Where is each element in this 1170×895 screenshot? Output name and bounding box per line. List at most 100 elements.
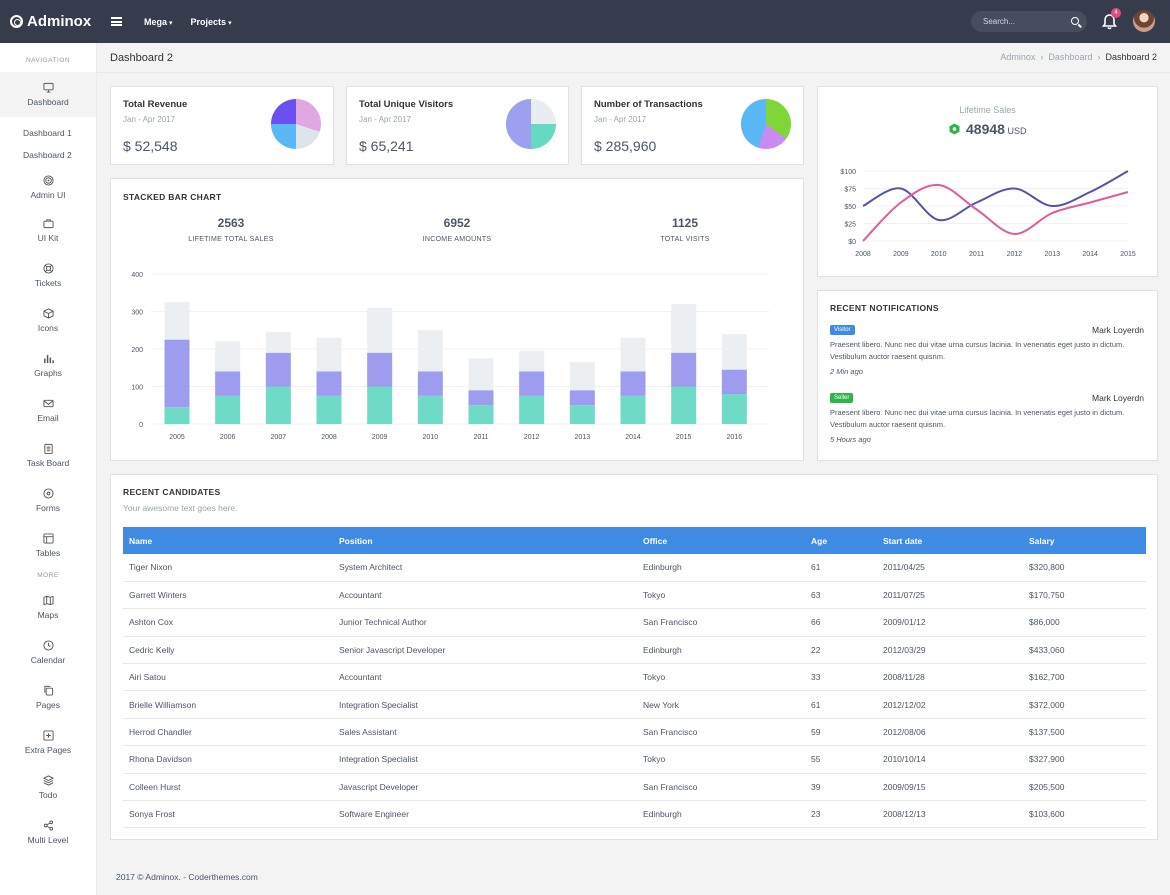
sidebar-item-label: Multi Level [27,835,69,845]
lifetime-sales-line-chart: $0 $25 $50 $75 $100 2008 2009 2010 2011 2012 2013 2… [840,169,1135,258]
lifebuoy-icon [42,263,54,274]
column-header-office[interactable]: Office [637,527,805,554]
notification-item[interactable]: Seller Mark Loyerdn Praesent libero. Nun… [830,391,1144,444]
sidebar-item-dashboard[interactable]: Dashboard [0,72,96,117]
table-row[interactable]: Ashton Cox Junior Technical Author San Fra… [123,608,1146,637]
topnav-projects[interactable]: Projects ▾ [191,17,232,27]
x-tick-label: 2011 [969,251,984,258]
column-header-start-date[interactable]: Start date [877,527,1023,554]
logo-icon [10,15,23,28]
cell-salary: $137,500 [1023,718,1146,747]
sidebar-subitem-dashboard-2[interactable]: Dashboard 2 [23,150,72,160]
clock-icon [42,640,54,651]
topnav-mega-label: Mega [144,16,168,27]
bar-segment [721,394,747,424]
layers-icon [42,775,54,786]
sidebar-item-forms[interactable]: Forms [0,478,96,523]
sidebar-item-extra-pages[interactable]: Extra Pages [0,720,96,765]
notification-time: 2 Min ago [830,367,863,376]
bar-segment [519,350,545,372]
bar-segment [671,386,697,424]
bar-segment [721,334,747,370]
kpi-value: 6952 [443,216,471,230]
stacked-bar-chart: 0 100 200 300 400 2005 2006 2007 2008 2009 2010 201… [131,272,769,441]
sidebar-item-email[interactable]: Email [0,388,96,433]
table-row[interactable]: Garrett Winters Accountant Tokyo 63 2011/07/… [123,581,1146,610]
bar-segment [620,395,646,424]
transactions-pie-chart [741,99,791,149]
menu-toggle-icon[interactable] [111,17,122,26]
stat-value: $ 65,241 [359,138,414,154]
sidebar-item-label: Task Board [26,458,70,468]
table-row[interactable]: Brielle Williamson Integration Specialist… [123,690,1146,719]
bar-segment [265,332,291,353]
breadcrumb-item-adminox[interactable]: Adminox [1000,52,1036,62]
cell-start-date: 2012/12/02 [877,690,1023,719]
cell-position: Accountant [333,581,637,610]
y-tick-label: 400 [131,272,143,279]
brand-logo[interactable]: Adminox [0,13,98,30]
cell-name: Colleen Hurst [123,773,333,802]
notifications-card: RECENT NOTIFICATIONS Visitor Mark Loyerd… [817,290,1158,461]
sidebar-subitem-dashboard-1[interactable]: Dashboard 1 [23,128,72,138]
kpi-value: 1125 [671,216,699,230]
x-tick-label: 2005 [169,434,185,441]
table-row[interactable]: Cedric Kelly Senior Javascript Developer E… [123,636,1146,665]
sidebar-item-icons[interactable]: Icons [0,298,96,343]
bar-segment [569,362,595,391]
table-row[interactable]: Herrod Chandler Sales Assistant San Franci… [123,718,1146,747]
column-header-salary[interactable]: Salary [1023,527,1146,554]
x-tick-label: 2010 [931,251,947,258]
x-tick-label: 2014 [625,434,641,441]
sidebar-item-multi-level[interactable]: Multi Level [0,810,96,855]
kpi-label: LIFETIME TOTAL SALES [188,236,274,243]
hexagon-icon [949,123,959,135]
column-header-position[interactable]: Position [333,527,637,554]
notification-text: Praesent libero. Nunc nec dui vitae urna… [830,408,1125,429]
sidebar-section-navigation: NAVIGATION [25,57,71,64]
sidebar-item-todo[interactable]: Todo [0,765,96,810]
sidebar-item-calendar[interactable]: Calendar [0,630,96,675]
cell-age: 61 [805,554,877,582]
table-row[interactable]: Rhona Davidson Integration Specialist Toky… [123,745,1146,774]
visitors-pie-chart [506,99,556,149]
cell-name: Cedric Kelly [123,636,333,665]
sidebar-item-tickets[interactable]: Tickets [0,253,96,298]
sidebar-item-admin-ui[interactable]: Admin UI [0,166,96,208]
user-avatar[interactable] [1133,10,1155,32]
table-row[interactable]: Airi Satou Accountant Tokyo 33 2008/11/28 $16… [123,663,1146,692]
search-input[interactable]: Search... [971,11,1087,32]
notification-item[interactable]: Visitor Mark Loyerdn Praesent libero. Nu… [830,323,1144,376]
sidebar-item-tables[interactable]: Tables [0,523,96,568]
column-header-age[interactable]: Age [805,527,877,554]
bar-segment [164,302,190,340]
sidebar-item-task-board[interactable]: Task Board [0,433,96,478]
sidebar-item-label: Icons [37,323,59,333]
bar-segment [265,352,291,387]
cell-salary: $327,900 [1023,745,1146,774]
table-row[interactable]: Sonya Frost Software Engineer Edinburgh 23 2… [123,800,1146,829]
sidebar-item-pages[interactable]: Pages [0,675,96,720]
chevron-right-icon: › [1097,52,1101,62]
page-header: Dashboard 2 Adminox › Dashboard › Dashboard … [97,43,1170,73]
page-title: Dashboard 2 [110,52,173,64]
notification-badge: Visitor [830,325,855,335]
sidebar-item-graphs[interactable]: Graphs [0,343,96,388]
notification-text: Praesent libero. Nunc nec dui vitae urna… [830,340,1125,361]
y-tick-label: 100 [131,385,143,392]
y-tick-label: 0 [139,422,143,429]
topnav-projects-label: Projects [190,16,227,27]
cell-start-date: 2009/01/12 [877,608,1023,637]
bar-segment [721,369,747,394]
table-row[interactable]: Tiger Nixon System Architect Edinburgh 61 20… [123,554,1146,582]
sidebar-item-ui-kit[interactable]: UI Kit [0,208,96,253]
notification-name: Mark Loyerdn [1092,325,1144,335]
bar-segment [164,407,190,424]
search-icon[interactable] [1071,17,1079,25]
table-row[interactable]: Colleen Hurst Javascript Developer San Fra… [123,773,1146,802]
topnav-mega[interactable]: Mega ▾ [144,17,173,27]
series-line [862,183,1129,242]
column-header-name[interactable]: Name [123,527,333,554]
sidebar-item-maps[interactable]: Maps [0,585,96,630]
breadcrumb-item-dashboard[interactable]: Dashboard [1048,52,1093,62]
